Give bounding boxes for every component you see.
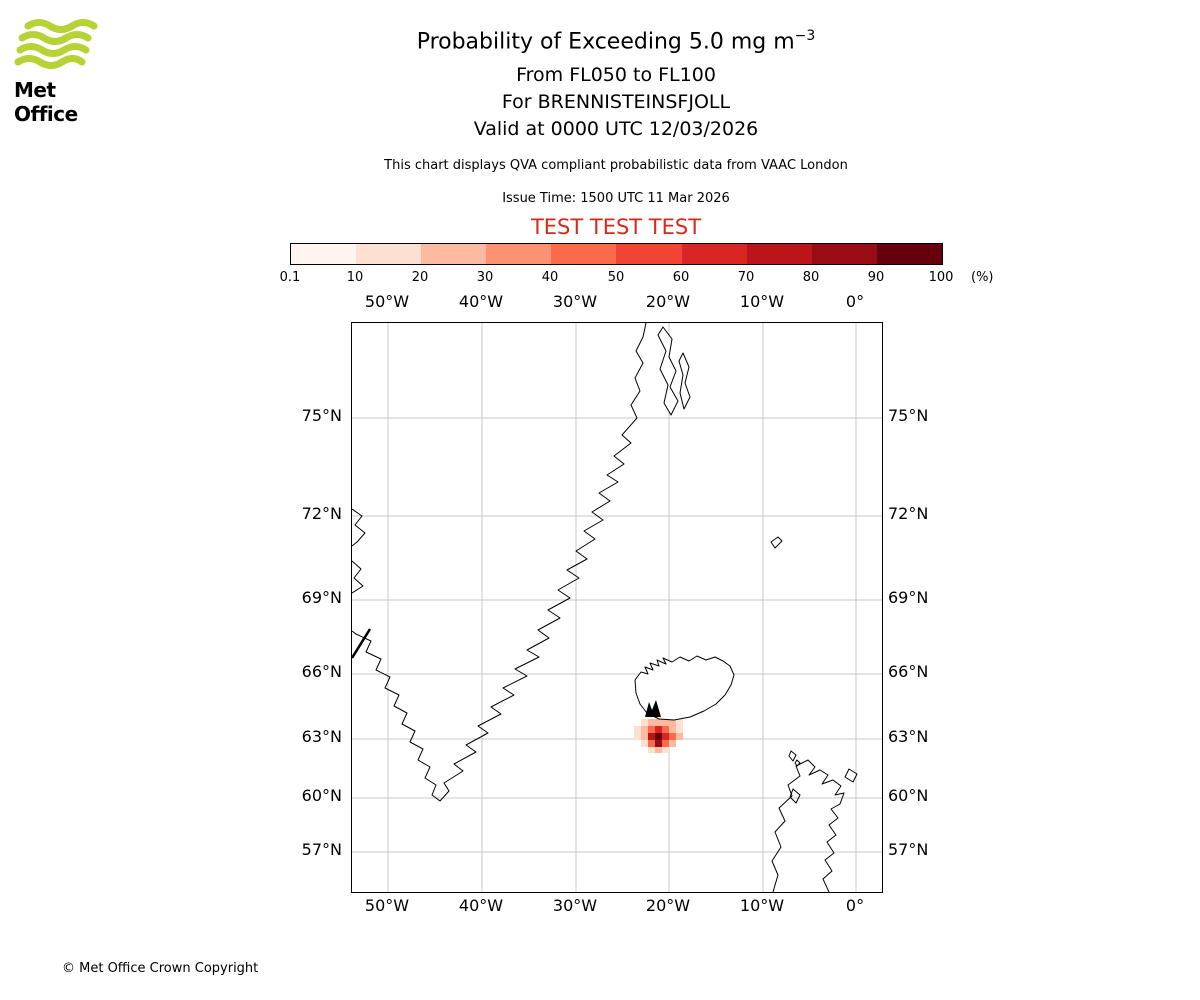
lon-label-top: 50°W bbox=[364, 292, 410, 311]
colorbar-segment bbox=[356, 244, 422, 264]
lat-label-left: 63°N bbox=[301, 727, 342, 746]
title-text: Probability of Exceeding 5.0 mg m bbox=[416, 29, 795, 55]
colorbar bbox=[290, 243, 943, 265]
page-title: Probability of Exceeding 5.0 mg m−3 bbox=[16, 28, 1200, 54]
volcano-marker bbox=[645, 700, 661, 717]
lon-label-bottom: 50°W bbox=[364, 896, 410, 915]
colorbar-tick: 100 bbox=[928, 270, 954, 285]
coastline-island-ne-greenland bbox=[657, 326, 679, 416]
lat-label-left: 72°N bbox=[301, 504, 342, 523]
coastline-jan-mayen bbox=[770, 536, 783, 549]
coastline-greenland bbox=[352, 323, 647, 802]
lon-label-top: 0° bbox=[845, 292, 865, 311]
met-office-logo: Met Office bbox=[14, 18, 124, 126]
coastline-iceland bbox=[634, 655, 735, 721]
subtitle-volcano: For BRENNISTEINSFJOLL bbox=[501, 91, 731, 113]
colorbar-tick: 60 bbox=[672, 270, 690, 285]
copyright-notice: © Met Office Crown Copyright bbox=[62, 961, 259, 976]
colorbar-segment bbox=[746, 244, 812, 264]
qva-note: This chart displays QVA compliant probab… bbox=[384, 158, 848, 173]
colorbar-tick: 20 bbox=[411, 270, 429, 285]
colorbar-segment bbox=[616, 244, 682, 264]
lon-label-top: 10°W bbox=[739, 292, 785, 311]
colorbar-segment bbox=[551, 244, 617, 264]
colorbar-segment bbox=[681, 244, 747, 264]
test-banner: TEST TEST TEST bbox=[530, 215, 702, 239]
colorbar-tick: 10 bbox=[346, 270, 364, 285]
subtitle-flight-levels: From FL050 to FL100 bbox=[516, 64, 716, 86]
lat-label-right: 66°N bbox=[888, 662, 929, 681]
colorbar-tick: 70 bbox=[737, 270, 755, 285]
colorbar-tick: 80 bbox=[802, 270, 820, 285]
probability-cells bbox=[634, 719, 683, 753]
colorbar-tick: 30 bbox=[476, 270, 494, 285]
colorbar-tick: 0.1 bbox=[279, 270, 301, 285]
subtitle-valid-time: Valid at 0000 UTC 12/03/2026 bbox=[473, 118, 759, 140]
met-office-logo-waves bbox=[14, 19, 98, 69]
lon-label-bottom: 10°W bbox=[739, 896, 785, 915]
coastline-scottish-isles bbox=[789, 768, 858, 804]
lon-label-top: 40°W bbox=[458, 292, 504, 311]
graticule bbox=[352, 323, 882, 892]
colorbar-segment bbox=[291, 244, 357, 264]
lat-label-left: 69°N bbox=[301, 588, 342, 607]
colorbar-segment bbox=[811, 244, 877, 264]
colorbar-segment bbox=[421, 244, 487, 264]
coastline-faroe bbox=[788, 750, 801, 767]
colorbar-tick: 50 bbox=[607, 270, 625, 285]
colorbar-tick: 40 bbox=[541, 270, 559, 285]
lat-label-left: 75°N bbox=[301, 406, 342, 425]
issue-time: Issue Time: 1500 UTC 11 Mar 2026 bbox=[502, 191, 730, 206]
lon-label-bottom: 0° bbox=[845, 896, 865, 915]
colorbar-unit: (%) bbox=[971, 270, 994, 285]
title-exponent: −3 bbox=[794, 28, 816, 44]
lon-label-top: 20°W bbox=[645, 292, 691, 311]
lat-label-right: 60°N bbox=[888, 786, 929, 805]
lat-label-right: 75°N bbox=[888, 406, 929, 425]
colorbar-segment bbox=[876, 244, 942, 264]
met-office-logo-text: Met Office bbox=[14, 78, 78, 126]
lat-label-right: 63°N bbox=[888, 727, 929, 746]
lon-label-bottom: 20°W bbox=[645, 896, 691, 915]
subtitle-block: From FL050 to FL100 For BRENNISTEINSFJOL… bbox=[16, 62, 1200, 143]
map-panel bbox=[351, 322, 883, 893]
colorbar-tick: 90 bbox=[867, 270, 885, 285]
coastline-scotland bbox=[771, 759, 845, 892]
lat-label-left: 66°N bbox=[301, 662, 342, 681]
coastline-left-edge-fragments bbox=[352, 508, 372, 659]
lat-label-right: 57°N bbox=[888, 840, 929, 859]
lat-label-right: 72°N bbox=[888, 504, 929, 523]
lon-label-bottom: 30°W bbox=[552, 896, 598, 915]
lat-label-left: 60°N bbox=[301, 786, 342, 805]
coastline-island-ne-greenland-2 bbox=[678, 352, 691, 410]
lon-label-bottom: 40°W bbox=[458, 896, 504, 915]
colorbar-segment bbox=[486, 244, 552, 264]
lat-label-left: 57°N bbox=[301, 840, 342, 859]
map-canvas bbox=[352, 323, 882, 892]
lat-label-right: 69°N bbox=[888, 588, 929, 607]
lon-label-top: 30°W bbox=[552, 292, 598, 311]
